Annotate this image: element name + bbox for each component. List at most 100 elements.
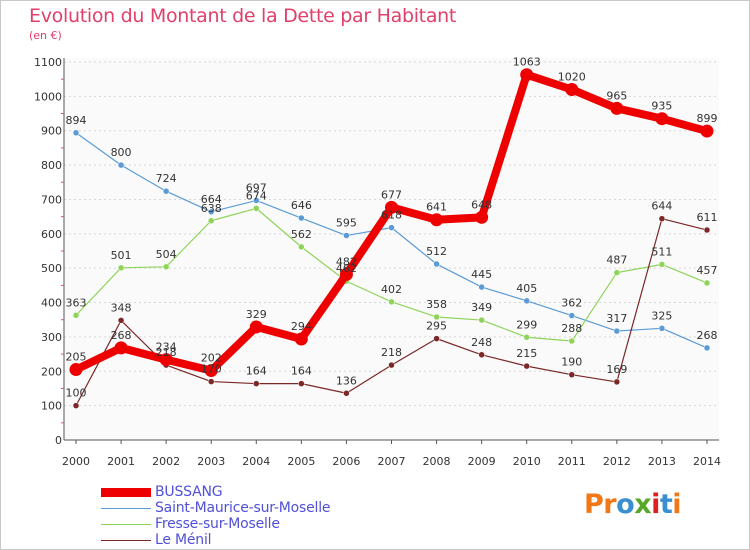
logo-letter: r: [603, 489, 617, 520]
x-tick-label: 2002: [152, 455, 180, 468]
data-point: [343, 232, 350, 239]
logo-letter: P: [584, 489, 604, 520]
data-label: 329: [246, 308, 267, 321]
logo-letter: o: [616, 489, 635, 520]
data-point: [658, 261, 666, 268]
data-point: [117, 161, 125, 169]
data-label: 234: [156, 341, 177, 354]
data-label: 218: [156, 346, 177, 359]
x-tick-label: 2001: [107, 455, 135, 468]
data-label: 349: [471, 301, 492, 314]
data-label: 205: [66, 351, 87, 364]
data-label: 248: [471, 336, 492, 349]
data-label: 362: [561, 297, 582, 310]
data-label: 295: [426, 320, 447, 333]
legend-swatch: [101, 524, 151, 525]
y-tick-label: 400: [41, 297, 62, 310]
data-point: [703, 344, 711, 352]
data-label: 218: [381, 346, 402, 359]
chart-title: Evolution du Montant de la Dette par Hab…: [29, 5, 457, 27]
x-tick-label: 2004: [242, 455, 270, 468]
data-point: [430, 213, 444, 227]
data-label: 697: [246, 181, 267, 194]
data-label: 402: [381, 283, 402, 296]
data-label: 100: [66, 387, 87, 400]
data-point: [613, 327, 621, 335]
data-label: 170: [201, 363, 222, 376]
y-tick-label: 700: [41, 193, 62, 206]
data-label: 611: [697, 211, 718, 224]
data-point: [385, 200, 398, 214]
y-tick-label: 800: [41, 159, 62, 172]
legend-label: Fresse-sur-Moselle: [155, 516, 280, 532]
data-label: 664: [201, 193, 222, 206]
data-point: [703, 279, 711, 287]
data-label: 487: [606, 254, 627, 267]
data-label: 445: [471, 268, 492, 281]
data-point: [433, 260, 440, 268]
data-label: 268: [697, 329, 718, 342]
x-tick-label: 2005: [287, 455, 315, 468]
legend-label: Saint-Maurice-sur-Moselle: [155, 500, 331, 516]
data-label: 169: [606, 363, 627, 376]
data-label: 164: [291, 365, 312, 378]
data-point: [249, 320, 263, 334]
data-label: 164: [246, 365, 267, 378]
y-tick-label: 0: [55, 434, 62, 447]
data-point: [253, 380, 260, 387]
data-point: [523, 297, 530, 305]
data-label: 288: [561, 322, 582, 335]
data-label: 674: [246, 189, 267, 202]
data-label: 562: [291, 228, 312, 241]
data-point: [613, 378, 621, 386]
x-tick-label: 2007: [378, 455, 406, 468]
data-label: 965: [606, 89, 627, 102]
data-point: [159, 353, 173, 367]
data-point: [523, 362, 530, 370]
data-point: [207, 217, 215, 225]
x-tick-label: 2012: [603, 455, 631, 468]
data-point: [703, 226, 711, 234]
x-tick-label: 2009: [468, 455, 496, 468]
data-label: 358: [426, 298, 447, 311]
legend-label: Le Ménil: [155, 532, 212, 548]
y-tick-label: 900: [41, 125, 62, 138]
data-point: [433, 335, 440, 342]
data-point: [114, 341, 128, 355]
x-tick-label: 2013: [648, 455, 676, 468]
data-label: 618: [381, 209, 402, 222]
data-point: [700, 124, 714, 138]
data-point: [298, 380, 305, 387]
data-point: [162, 263, 170, 271]
data-point: [69, 363, 83, 377]
data-point: [207, 378, 215, 385]
x-tick-label: 2008: [423, 455, 451, 468]
data-label: 268: [111, 329, 132, 342]
data-point: [72, 402, 80, 409]
data-label: 348: [111, 301, 132, 314]
data-point: [162, 187, 170, 195]
data-label: 641: [426, 201, 447, 214]
data-label: 363: [66, 296, 87, 309]
data-point: [478, 351, 485, 359]
data-label: 457: [697, 264, 718, 277]
data-point: [117, 317, 125, 324]
y-tick-label: 200: [41, 365, 62, 378]
logo-letter: i: [651, 489, 660, 520]
data-label: 215: [516, 347, 537, 360]
x-tick-label: 2010: [513, 455, 541, 468]
data-point: [658, 325, 666, 332]
data-label: 646: [291, 199, 312, 212]
data-label: 294: [291, 320, 312, 333]
logo-letter: i: [672, 489, 682, 520]
data-point: [568, 337, 576, 345]
data-label: 299: [516, 318, 537, 331]
data-point: [565, 82, 579, 96]
data-point: [339, 267, 353, 281]
data-point: [204, 364, 218, 378]
data-label: 317: [606, 312, 627, 325]
data-label: 638: [201, 202, 222, 215]
legend-label: BUSSANG: [155, 484, 223, 500]
data-label: 894: [66, 114, 87, 127]
